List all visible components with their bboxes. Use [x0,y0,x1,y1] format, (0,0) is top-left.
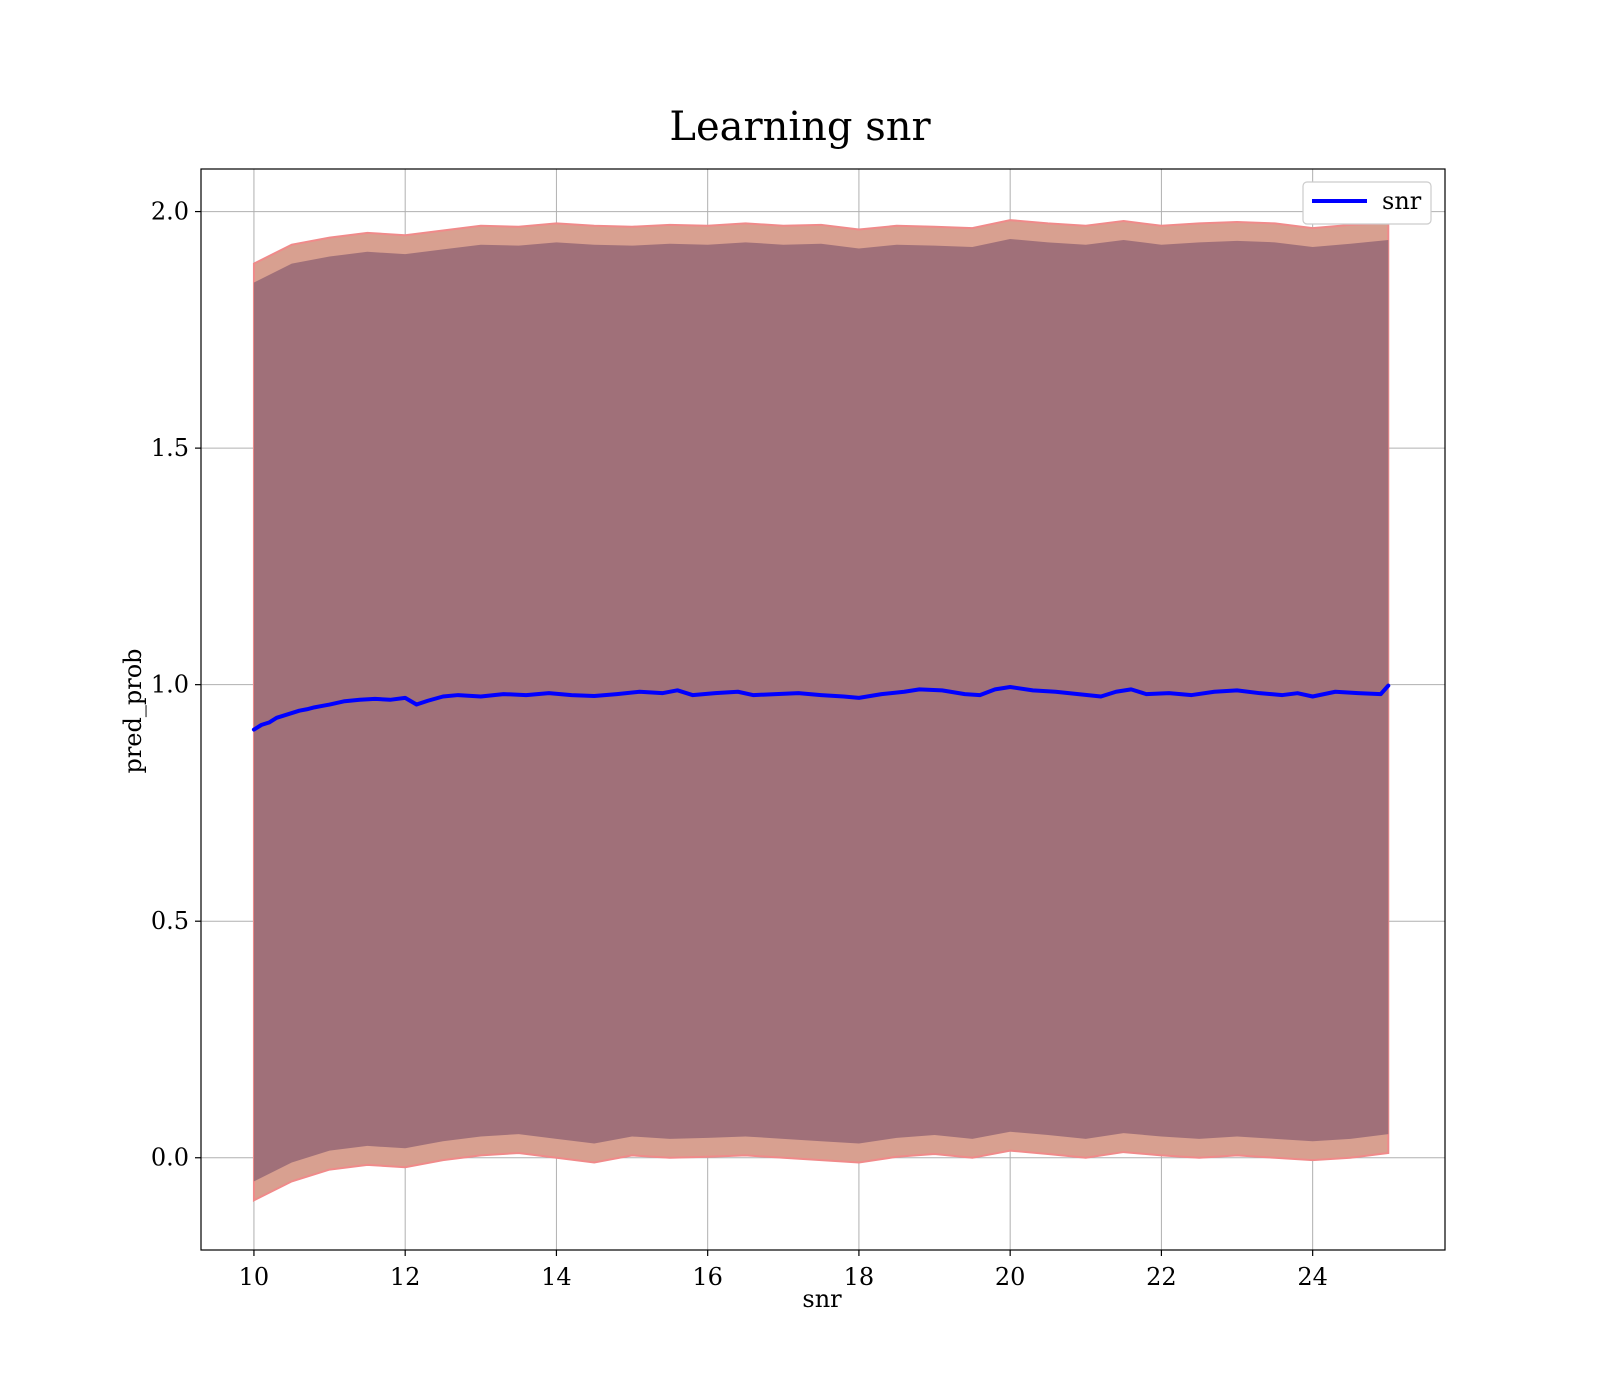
x-tick-label: 12 [390,1263,421,1291]
y-tick-label: 1.0 [151,671,189,699]
band-inner [253,239,1389,1182]
x-axis-label: snr [802,1285,842,1313]
legend-label-snr: snr [1382,187,1422,215]
series-lines [251,683,1391,732]
x-tick-label: 18 [844,1263,875,1291]
y-tick-label: 1.5 [151,434,189,462]
x-tick-label: 14 [541,1263,572,1291]
legend: snr [1302,181,1432,225]
axis-ticks: 10 12 14 16 18 20 22 24 0.0 0.5 1.0 1.5 2.0 [151,198,1328,1291]
y-axis-label: pred_prob [119,648,147,773]
y-tick-label: 0.0 [151,1144,189,1172]
confidence-bands [252,219,1390,1202]
chart-title: Learning snr [669,104,931,150]
series-line-snr [251,683,1391,732]
x-tick-label: 16 [692,1263,723,1291]
x-tick-label: 22 [1146,1263,1177,1291]
y-tick-label: 0.5 [151,907,189,935]
x-tick-label: 24 [1297,1263,1328,1291]
x-tick-label: 20 [995,1263,1026,1291]
y-tick-label: 2.0 [151,198,189,226]
plot-frame [200,168,1446,1251]
x-tick-label: 10 [239,1263,270,1291]
